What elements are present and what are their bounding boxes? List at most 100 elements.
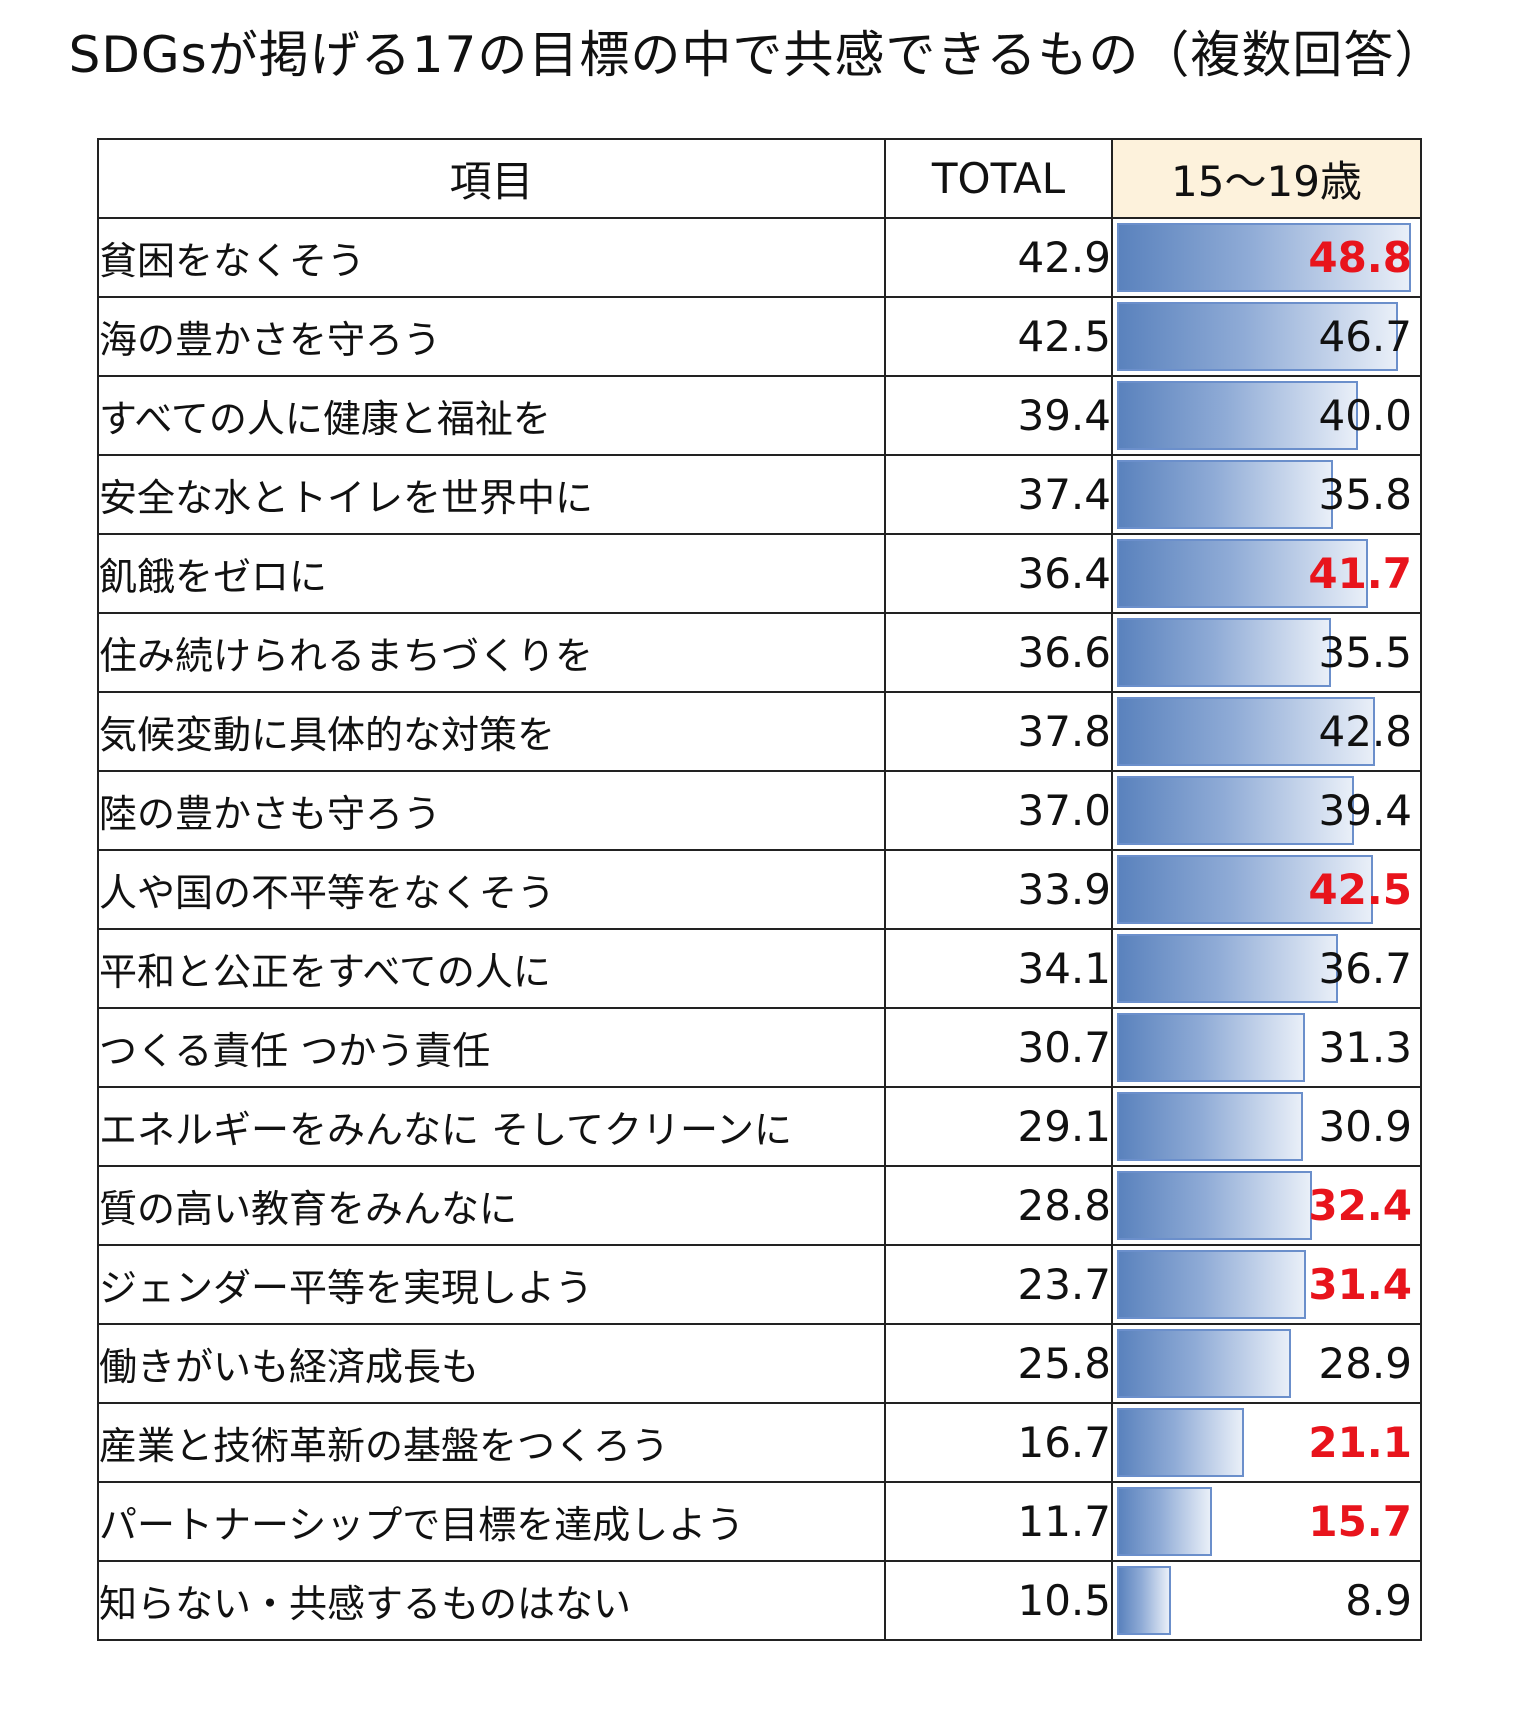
- table-body: 貧困をなくそう 42.9 48.8 海の豊かさを守ろう 42.5 46.7 すべての人に健康…: [97, 217, 1422, 1641]
- age-cell: 28.9: [1111, 1323, 1422, 1404]
- row-label: 平和と公正をすべての人に: [97, 928, 886, 1009]
- header-total: TOTAL: [884, 138, 1113, 219]
- age-cell: 31.3: [1111, 1007, 1422, 1088]
- age-bar: [1117, 1013, 1305, 1082]
- table-row: 飢餓をゼロに 36.4 41.7: [97, 533, 1422, 614]
- table-row: 知らない・共感するものはない 10.5 8.9: [97, 1560, 1422, 1641]
- total-value: 29.1: [884, 1086, 1113, 1167]
- total-value: 16.7: [884, 1402, 1113, 1483]
- age-cell: 41.7: [1111, 533, 1422, 614]
- age-cell: 8.9: [1111, 1560, 1422, 1641]
- age-bar: [1117, 697, 1375, 766]
- age-bar: [1117, 1250, 1306, 1319]
- row-label: 飢餓をゼロに: [97, 533, 886, 614]
- total-value: 11.7: [884, 1481, 1113, 1562]
- table-row: 貧困をなくそう 42.9 48.8: [97, 217, 1422, 298]
- age-value: 31.4: [1308, 1260, 1412, 1309]
- total-value: 28.8: [884, 1165, 1113, 1246]
- age-value: 48.8: [1308, 233, 1412, 282]
- age-bar: [1117, 618, 1331, 687]
- table-row: 安全な水とトイレを世界中に 37.4 35.8: [97, 454, 1422, 535]
- table-row: エネルギーをみんなに そしてクリーンに 29.1 30.9: [97, 1086, 1422, 1167]
- row-label: 陸の豊かさも守ろう: [97, 770, 886, 851]
- row-label: 知らない・共感するものはない: [97, 1560, 886, 1641]
- age-cell: 36.7: [1111, 928, 1422, 1009]
- total-value: 42.5: [884, 296, 1113, 377]
- chart-title: SDGsが掲げる17の目標の中で共感できるもの（複数回答）: [68, 26, 1446, 84]
- row-label: 住み続けられるまちづくりを: [97, 612, 886, 693]
- table-row: パートナーシップで目標を達成しよう 11.7 15.7: [97, 1481, 1422, 1562]
- age-bar: [1117, 1171, 1312, 1240]
- total-value: 42.9: [884, 217, 1113, 298]
- row-label: 人や国の不平等をなくそう: [97, 849, 886, 930]
- age-cell: 35.8: [1111, 454, 1422, 535]
- age-bar: [1117, 1329, 1291, 1398]
- total-value: 10.5: [884, 1560, 1113, 1641]
- row-label: すべての人に健康と福祉を: [97, 375, 886, 456]
- table-row: 平和と公正をすべての人に 34.1 36.7: [97, 928, 1422, 1009]
- total-value: 25.8: [884, 1323, 1113, 1404]
- row-label: パートナーシップで目標を達成しよう: [97, 1481, 886, 1562]
- age-value: 42.5: [1308, 865, 1412, 914]
- table-row: 質の高い教育をみんなに 28.8 32.4: [97, 1165, 1422, 1246]
- age-value: 41.7: [1308, 549, 1412, 598]
- age-value: 30.9: [1318, 1102, 1412, 1151]
- age-cell: 42.8: [1111, 691, 1422, 772]
- table-row: 気候変動に具体的な対策を 37.8 42.8: [97, 691, 1422, 772]
- total-value: 23.7: [884, 1244, 1113, 1325]
- age-value: 31.3: [1318, 1023, 1412, 1072]
- header-item: 項目: [97, 138, 886, 219]
- age-cell: 46.7: [1111, 296, 1422, 377]
- age-bar: [1117, 934, 1338, 1003]
- age-value: 35.8: [1318, 470, 1412, 519]
- age-value: 46.7: [1318, 312, 1412, 361]
- table-row: 海の豊かさを守ろう 42.5 46.7: [97, 296, 1422, 377]
- age-bar: [1117, 1092, 1303, 1161]
- age-cell: 39.4: [1111, 770, 1422, 851]
- age-value: 36.7: [1318, 944, 1412, 993]
- age-cell: 42.5: [1111, 849, 1422, 930]
- header-age-15-19: 15～19歳: [1111, 138, 1422, 219]
- total-value: 34.1: [884, 928, 1113, 1009]
- age-cell: 15.7: [1111, 1481, 1422, 1562]
- total-value: 36.6: [884, 612, 1113, 693]
- age-value: 28.9: [1318, 1339, 1412, 1388]
- age-bar: [1117, 855, 1373, 924]
- age-cell: 40.0: [1111, 375, 1422, 456]
- total-value: 37.8: [884, 691, 1113, 772]
- table-row: すべての人に健康と福祉を 39.4 40.0: [97, 375, 1422, 456]
- row-label: 産業と技術革新の基盤をつくろう: [97, 1402, 886, 1483]
- row-label: 貧困をなくそう: [97, 217, 886, 298]
- age-bar: [1117, 460, 1333, 529]
- table-row: ジェンダー平等を実現しよう 23.7 31.4: [97, 1244, 1422, 1325]
- age-cell: 30.9: [1111, 1086, 1422, 1167]
- age-value: 8.9: [1345, 1576, 1412, 1625]
- age-cell: 32.4: [1111, 1165, 1422, 1246]
- row-label: つくる責任 つかう責任: [97, 1007, 886, 1088]
- table-row: つくる責任 つかう責任 30.7 31.3: [97, 1007, 1422, 1088]
- age-cell: 21.1: [1111, 1402, 1422, 1483]
- age-value: 39.4: [1318, 786, 1412, 835]
- data-table: 項目 TOTAL 15～19歳 貧困をなくそう 42.9 48.8 海の豊かさを守ろう…: [97, 138, 1422, 1641]
- total-value: 30.7: [884, 1007, 1113, 1088]
- total-value: 37.0: [884, 770, 1113, 851]
- total-value: 33.9: [884, 849, 1113, 930]
- age-bar: [1117, 1566, 1171, 1635]
- age-value: 35.5: [1318, 628, 1412, 677]
- age-cell: 48.8: [1111, 217, 1422, 298]
- table-row: 産業と技術革新の基盤をつくろう 16.7 21.1: [97, 1402, 1422, 1483]
- age-value: 32.4: [1308, 1181, 1412, 1230]
- total-value: 37.4: [884, 454, 1113, 535]
- age-bar: [1117, 539, 1368, 608]
- row-label: 海の豊かさを守ろう: [97, 296, 886, 377]
- table-row: 人や国の不平等をなくそう 33.9 42.5: [97, 849, 1422, 930]
- header-row: 項目 TOTAL 15～19歳: [97, 138, 1422, 219]
- age-value: 21.1: [1308, 1418, 1412, 1467]
- total-value: 39.4: [884, 375, 1113, 456]
- row-label: 働きがいも経済成長も: [97, 1323, 886, 1404]
- age-value: 42.8: [1318, 707, 1412, 756]
- row-label: 質の高い教育をみんなに: [97, 1165, 886, 1246]
- table-row: 陸の豊かさも守ろう 37.0 39.4: [97, 770, 1422, 851]
- age-bar: [1117, 1487, 1212, 1556]
- age-bar: [1117, 1408, 1244, 1477]
